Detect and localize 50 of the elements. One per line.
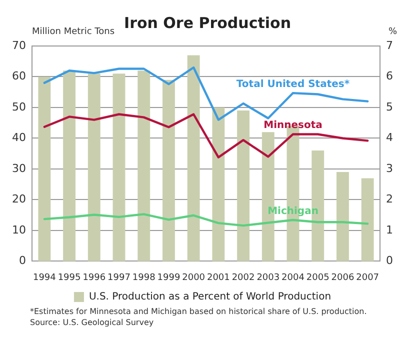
series-label: Total United States*	[236, 79, 350, 90]
y2-tick-label: 5	[386, 100, 393, 114]
series-label: Michigan	[268, 206, 318, 218]
bar	[63, 70, 76, 262]
x-tick-label: 2003	[256, 272, 280, 283]
x-tick-label: 2000	[182, 272, 206, 283]
legend-label: U.S. Production as a Percent of World Production	[88, 292, 332, 303]
x-tick-label: 2007	[356, 272, 380, 283]
bar	[361, 178, 374, 262]
x-tick-label: 1995	[58, 272, 81, 283]
x-tick-label: 1997	[108, 272, 130, 283]
y-tick-label: 50	[12, 100, 26, 114]
x-tick-label: 2001	[206, 272, 230, 283]
y2-tick-label: 7	[386, 38, 393, 52]
y-tick-label: 60	[12, 70, 26, 83]
x-tick-label: 1998	[132, 272, 156, 283]
x-tick-label: 2005	[306, 272, 330, 283]
series-label: Minnesota	[264, 120, 322, 132]
x-tick-label: 1996	[82, 272, 106, 283]
bar	[187, 55, 200, 262]
bar	[138, 70, 150, 262]
bar	[212, 107, 225, 262]
x-tick-label: 2006	[331, 272, 354, 283]
y-tick-label: 70	[12, 38, 26, 52]
y2-tick-label: 0	[386, 254, 393, 268]
source-note: Source: U.S. Geological Survey	[30, 318, 154, 327]
y-tick-label: 40	[12, 131, 26, 144]
x-tick-label: 1994	[32, 272, 56, 283]
x-tick-label: 1999	[157, 272, 180, 283]
y-axis-title: Million Metric Tons	[32, 27, 115, 37]
bar	[38, 76, 51, 262]
y2-tick-label: 6	[386, 70, 393, 83]
bar	[237, 110, 250, 262]
bar	[112, 74, 126, 262]
y-tick-label: 10	[12, 223, 26, 236]
y2-axis-title: %	[388, 27, 398, 37]
bar	[162, 80, 175, 262]
x-tick-label: 2004	[282, 272, 305, 283]
y-tick-label: 30	[12, 162, 26, 175]
y-tick-label: 0	[18, 254, 26, 268]
bar	[88, 74, 100, 262]
y2-tick-label: 1	[386, 223, 393, 236]
y2-tick-label: 3	[386, 162, 393, 175]
bar	[336, 172, 349, 262]
y-tick-label: 20	[12, 192, 26, 206]
text: *Estimates for Minnesota and Michigan based on historical share of U.S. production.	[30, 307, 367, 316]
y2-tick-label: 2	[386, 192, 393, 206]
y2-tick-label: 4	[386, 131, 393, 144]
chart-title: Iron Ore Production	[124, 14, 292, 32]
x-tick-label: 2002	[232, 272, 255, 283]
